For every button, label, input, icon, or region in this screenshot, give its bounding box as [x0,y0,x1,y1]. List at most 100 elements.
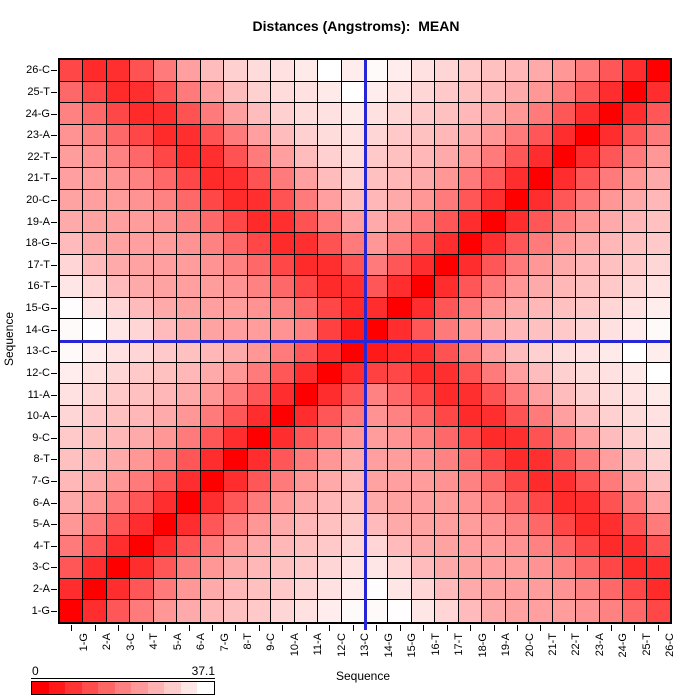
heatmap-cell[interactable] [271,168,295,190]
heatmap-cell[interactable] [364,168,389,190]
heatmap-cell[interactable] [482,470,506,493]
heatmap-cell[interactable] [177,470,201,493]
heatmap-cell[interactable] [364,124,389,147]
heatmap-cell[interactable] [576,189,600,212]
heatmap-cell[interactable] [646,362,670,385]
heatmap-cell[interactable] [529,513,553,536]
heatmap-cell[interactable] [153,168,178,190]
heatmap-cell[interactable] [623,341,647,363]
heatmap-cell[interactable] [364,189,389,212]
heatmap-cell[interactable] [552,81,577,104]
heatmap-cell[interactable] [200,535,225,558]
heatmap-cell[interactable] [83,557,107,579]
heatmap-cell[interactable] [388,535,412,558]
heatmap-cell[interactable] [458,449,483,471]
heatmap-cell[interactable] [318,362,342,385]
heatmap-cell[interactable] [83,60,107,82]
heatmap-cell[interactable] [576,276,600,298]
heatmap-cell[interactable] [599,146,624,169]
heatmap-cell[interactable] [623,168,647,190]
heatmap-cell[interactable] [200,124,225,147]
heatmap-cell[interactable] [646,232,670,255]
heatmap-cell[interactable] [318,405,342,428]
heatmap-cell[interactable] [646,513,670,536]
heatmap-cell[interactable] [153,405,178,428]
heatmap-cell[interactable] [83,124,107,147]
heatmap-cell[interactable] [224,384,248,406]
heatmap-cell[interactable] [505,232,530,255]
heatmap-cell[interactable] [83,405,107,428]
heatmap-cell[interactable] [623,276,647,298]
heatmap-cell[interactable] [271,600,295,622]
heatmap-cell[interactable] [130,103,154,125]
heatmap-cell[interactable] [318,254,342,277]
heatmap-cell[interactable] [552,341,577,363]
heatmap-cell[interactable] [411,168,436,190]
heatmap-cell[interactable] [294,60,319,82]
heatmap-cell[interactable] [130,427,154,450]
heatmap-cell[interactable] [552,103,577,125]
heatmap-cell[interactable] [623,254,647,277]
heatmap-cell[interactable] [552,189,577,212]
heatmap-cell[interactable] [646,405,670,428]
heatmap-cell[interactable] [576,103,600,125]
heatmap-cell[interactable] [482,297,506,320]
heatmap-cell[interactable] [646,211,670,233]
heatmap-cell[interactable] [60,513,84,536]
heatmap-cell[interactable] [505,405,530,428]
heatmap-cell[interactable] [83,427,107,450]
heatmap-cell[interactable] [576,168,600,190]
heatmap-cell[interactable] [200,168,225,190]
heatmap-cell[interactable] [458,470,483,493]
heatmap-cell[interactable] [200,319,225,341]
heatmap-cell[interactable] [458,557,483,579]
heatmap-cell[interactable] [388,60,412,82]
heatmap-cell[interactable] [130,146,154,169]
heatmap-cell[interactable] [224,254,248,277]
heatmap-cell[interactable] [364,470,389,493]
heatmap-cell[interactable] [271,124,295,147]
heatmap-cell[interactable] [271,362,295,385]
heatmap-cell[interactable] [552,449,577,471]
heatmap-cell[interactable] [458,124,483,147]
heatmap-cell[interactable] [318,384,342,406]
heatmap-cell[interactable] [552,254,577,277]
heatmap-cell[interactable] [388,405,412,428]
heatmap-cell[interactable] [177,405,201,428]
heatmap-cell[interactable] [505,211,530,233]
heatmap-cell[interactable] [224,405,248,428]
heatmap-cell[interactable] [646,535,670,558]
heatmap-cell[interactable] [435,189,459,212]
heatmap-cell[interactable] [411,578,436,601]
heatmap-cell[interactable] [318,319,342,341]
heatmap-cell[interactable] [60,535,84,558]
heatmap-cell[interactable] [318,276,342,298]
heatmap-cell[interactable] [341,103,365,125]
heatmap-cell[interactable] [576,341,600,363]
heatmap-cell[interactable] [505,513,530,536]
heatmap-cell[interactable] [646,81,670,104]
heatmap-cell[interactable] [130,319,154,341]
heatmap-cell[interactable] [106,297,131,320]
heatmap-cell[interactable] [364,405,389,428]
heatmap-cell[interactable] [505,81,530,104]
heatmap-cell[interactable] [529,578,553,601]
heatmap-cell[interactable] [83,211,107,233]
heatmap-cell[interactable] [106,470,131,493]
heatmap-cell[interactable] [505,341,530,363]
heatmap-cell[interactable] [177,60,201,82]
heatmap-cell[interactable] [83,146,107,169]
heatmap-cell[interactable] [599,535,624,558]
heatmap-cell[interactable] [646,60,670,82]
heatmap-cell[interactable] [435,60,459,82]
heatmap-cell[interactable] [505,470,530,493]
heatmap-cell[interactable] [599,60,624,82]
heatmap-cell[interactable] [318,297,342,320]
crosshair-vertical-line[interactable] [364,60,367,630]
heatmap-cell[interactable] [60,60,84,82]
heatmap-cell[interactable] [599,513,624,536]
heatmap-cell[interactable] [458,103,483,125]
heatmap-cell[interactable] [106,211,131,233]
heatmap-cell[interactable] [153,232,178,255]
heatmap-cell[interactable] [247,60,272,82]
